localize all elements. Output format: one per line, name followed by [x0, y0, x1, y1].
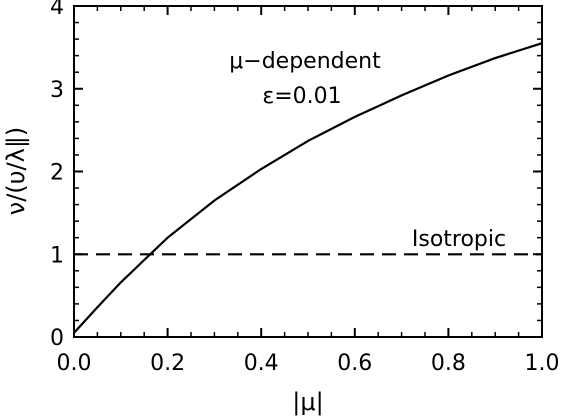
y-axis-label: ν/(υ/λ∥) — [2, 127, 30, 215]
y-tick-label: 3 — [50, 78, 64, 103]
mu-dependent-curve — [73, 42, 543, 334]
x-axis-ticks: 0.0 0.2 0.4 0.6 0.8 1.0 — [57, 6, 560, 376]
x-axis-label: |μ| — [292, 388, 323, 416]
annotation-mu-dependent: μ−dependent — [229, 49, 381, 74]
x-tick-label: 0.2 — [150, 351, 185, 376]
y-tick-label: 4 — [50, 0, 64, 20]
x-tick-label: 0.4 — [244, 351, 279, 376]
x-tick-label: 0.0 — [57, 351, 92, 376]
y-axis-ticks: 0 1 2 3 4 — [50, 0, 542, 351]
y-tick-label: 1 — [50, 243, 64, 268]
x-tick-label: 0.6 — [337, 351, 372, 376]
y-tick-label: 0 — [50, 326, 64, 351]
y-tick-label: 2 — [50, 161, 64, 186]
series-layer — [73, 42, 543, 334]
x-tick-label: 0.8 — [431, 351, 466, 376]
annotation-isotropic: Isotropic — [412, 227, 506, 252]
annotation-epsilon: ε=0.01 — [262, 84, 341, 109]
x-tick-label: 1.0 — [525, 351, 560, 376]
